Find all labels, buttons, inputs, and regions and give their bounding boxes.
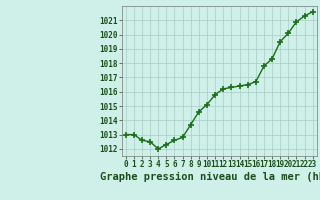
- X-axis label: Graphe pression niveau de la mer (hPa): Graphe pression niveau de la mer (hPa): [100, 172, 320, 182]
